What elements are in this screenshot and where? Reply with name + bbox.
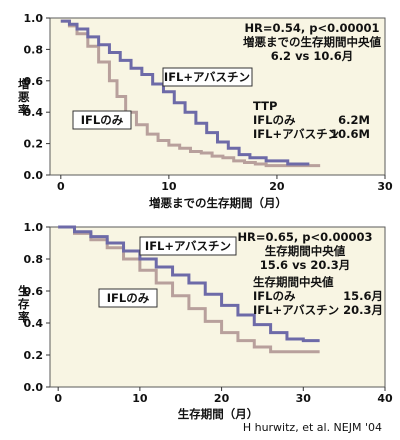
x-axis-label: 生存期間（月） [178, 407, 259, 421]
y-tick-label: 0.2 [24, 349, 44, 362]
avastin-label: IFL+アバスチン [164, 70, 250, 84]
ifl-label: IFLのみ [81, 113, 124, 127]
legend-label-ifl: IFLのみ [253, 113, 296, 127]
legend-title: TTP [253, 99, 277, 113]
ifl-label: IFLのみ [107, 291, 150, 305]
hr-stat: HR=0.65, p<0.00003 [237, 230, 372, 244]
y-tick-label: 0.6 [24, 285, 44, 298]
median-values: 6.2 vs 10.6月 [271, 49, 354, 63]
y-tick-label: 0.0 [24, 381, 44, 394]
y-tick-label: 0.2 [24, 138, 44, 151]
legend-label-avastin: IFL+アバスチン [253, 303, 339, 317]
y-tick-label: 1.0 [24, 12, 44, 25]
ttp-chart: 0.0 0.2 0.4 0.6 0.8 1.0 0 10 20 30 増悪率 増悪までの生存期間（… [18, 12, 393, 210]
series-line-ifl-avastin [60, 19, 310, 166]
series-line-ifl-avastin [58, 225, 320, 343]
x-tick-label: 30 [296, 392, 312, 405]
x-tick-label: 20 [214, 392, 230, 405]
x-tick-label: 40 [377, 392, 393, 405]
os-chart: 0.00.20.40.60.81.00 10 20 30 40 生存率 生存期間（月） … [18, 221, 393, 421]
legend-label-avastin: IFL+アバスチン [253, 127, 339, 141]
y-tick-label: 0.0 [24, 169, 44, 182]
y-tick-label: 1.0 [24, 221, 44, 234]
legend-title: 生存期間中央値 [253, 275, 334, 289]
avastin-label-box [162, 67, 253, 87]
ttp-chart-panel: 0.0 0.2 0.4 0.6 0.8 1.0 0 10 20 30 増悪率 増悪までの生存期間（… [0, 0, 400, 215]
y-axis-label: 増悪率 [18, 77, 30, 117]
x-tick-label: 0 [54, 392, 62, 405]
y-axis-label: 生存率 [18, 284, 30, 324]
median-title: 増悪までの生存期間中央値 [243, 35, 381, 49]
x-tick-label: 30 [377, 180, 393, 193]
x-tick-label: 20 [269, 180, 285, 193]
citation: H hurwitz, et al. NEJM '04 [242, 421, 382, 434]
median-title: 生存期間中央値 [265, 244, 346, 258]
series-line-ifl-only [60, 19, 321, 168]
x-tick-label: 10 [132, 392, 148, 405]
y-tick-label: 0.4 [24, 317, 44, 330]
y-tick-label: 0.4 [24, 106, 44, 119]
avastin-label: IFL+アバスチン [145, 239, 231, 253]
y-tick-label: 0.6 [24, 75, 44, 88]
legend-value-ifl: 6.2M [338, 113, 370, 127]
series-line-ifl-only [58, 225, 320, 354]
x-tick-label: 0 [57, 180, 65, 193]
os-chart-panel: 0.0 0.2 0.4 0.6 0.8 1.0 0 10 20 30 40 生存率 生存期間（月） … [0, 215, 400, 440]
y-tick-label: 0.8 [24, 43, 44, 56]
x-tick-label: 10 [161, 180, 177, 193]
median-values: 15.6 vs 20.3月 [260, 258, 351, 272]
legend-label-ifl: IFLのみ [253, 289, 296, 303]
y-tick-label: 0.8 [24, 253, 44, 266]
legend-value-ifl: 15.6月 [343, 289, 383, 303]
x-axis-label: 増悪までの生存期間（月） [149, 196, 287, 210]
hr-stat: HR=0.54, p<0.00001 [244, 21, 379, 35]
legend-value-avastin: 10.6M [330, 127, 370, 141]
legend-value-avastin: 20.3月 [343, 303, 383, 317]
ifl-label-box [72, 110, 132, 130]
ifl-label-box [98, 288, 158, 308]
avastin-label-box [139, 236, 237, 256]
